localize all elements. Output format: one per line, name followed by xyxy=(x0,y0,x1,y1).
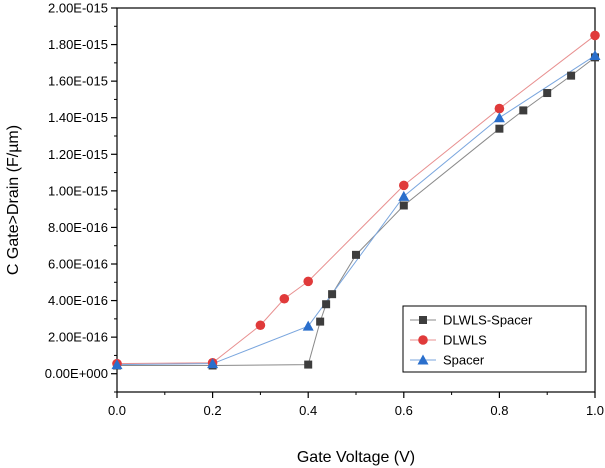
y-tick-label: 2.00E-015 xyxy=(48,1,108,16)
data-point-dlwls-spacer xyxy=(567,71,576,80)
y-tick-label: 4.00E-016 xyxy=(48,293,108,308)
y-tick-label: 1.40E-015 xyxy=(48,110,108,125)
data-point-dlwls xyxy=(399,180,409,191)
x-axis-title: Gate Voltage (V) xyxy=(297,449,415,466)
y-axis-title: C Gate>Drain (F/µm) xyxy=(5,125,22,275)
data-point-dlwls-spacer xyxy=(304,360,313,369)
data-point-spacer xyxy=(398,190,410,201)
data-point-spacer xyxy=(589,50,601,61)
x-tick-label: 0.4 xyxy=(299,403,317,418)
legend-item-spacer: Spacer xyxy=(410,353,485,368)
data-point-dlwls-spacer xyxy=(352,250,360,259)
data-point-dlwls-spacer xyxy=(519,106,528,115)
data-point-spacer xyxy=(302,320,314,331)
y-tick-label: 2.00E-016 xyxy=(48,330,108,345)
x-tick-label: 1.0 xyxy=(586,403,604,418)
x-tick-label: 0.6 xyxy=(395,403,413,418)
data-point-dlwls xyxy=(303,276,314,287)
data-point-dlwls-spacer xyxy=(399,201,408,210)
y-tick-label: 8.00E-016 xyxy=(48,220,108,235)
series-line-spacer xyxy=(116,55,596,366)
y-tick-label: 6.00E-016 xyxy=(48,257,108,272)
y-tick-label: 1.80E-015 xyxy=(48,37,108,52)
data-point-spacer xyxy=(207,358,219,369)
series-markers xyxy=(111,30,601,370)
data-point-spacer xyxy=(111,359,123,370)
series-line-dlwls xyxy=(116,35,596,365)
legend: DLWLS-Spacer DLWLS Spacer xyxy=(402,305,587,373)
legend-box xyxy=(402,305,587,373)
y-tick-label: 1.00E-015 xyxy=(48,183,108,198)
legend-marker-dlwls-spacer xyxy=(419,316,427,324)
legend-item-dlwls-spacer: DLWLS-Spacer xyxy=(410,313,533,328)
x-tick-label: 0.0 xyxy=(108,403,126,418)
data-point-spacer xyxy=(493,112,505,123)
data-point-dlwls xyxy=(494,103,505,114)
data-point-dlwls-spacer xyxy=(543,89,552,98)
data-point-dlwls-spacer xyxy=(328,290,337,299)
legend-label-spacer: Spacer xyxy=(443,353,485,368)
x-tick-label: 0.8 xyxy=(490,403,508,418)
y-tick-label: 1.60E-015 xyxy=(48,74,108,89)
data-point-dlwls xyxy=(279,293,290,304)
legend-label-dlwls: DLWLS xyxy=(443,333,487,348)
y-ticks: 0.00E+000 2.00E-016 4.00E-016 6.00E-016 8.00… xyxy=(45,1,117,393)
x-tick-label: 0.2 xyxy=(204,403,222,418)
y-tick-label: 0.00E+000 xyxy=(45,366,108,381)
legend-marker-dlwls xyxy=(418,335,428,345)
y-tick-label: 1.20E-015 xyxy=(48,147,108,162)
data-point-dlwls-spacer xyxy=(495,124,504,133)
data-point-dlwls-spacer xyxy=(316,317,325,326)
data-point-dlwls-spacer xyxy=(322,300,331,309)
data-point-dlwls xyxy=(590,30,600,41)
legend-item-dlwls: DLWLS xyxy=(410,333,487,348)
legend-label-dlwls-spacer: DLWLS-Spacer xyxy=(443,313,533,328)
data-point-dlwls xyxy=(255,320,266,331)
x-ticks: 0.0 0.2 0.4 0.6 0.8 1.0 xyxy=(108,392,604,418)
legend-marker-spacer xyxy=(417,354,429,365)
